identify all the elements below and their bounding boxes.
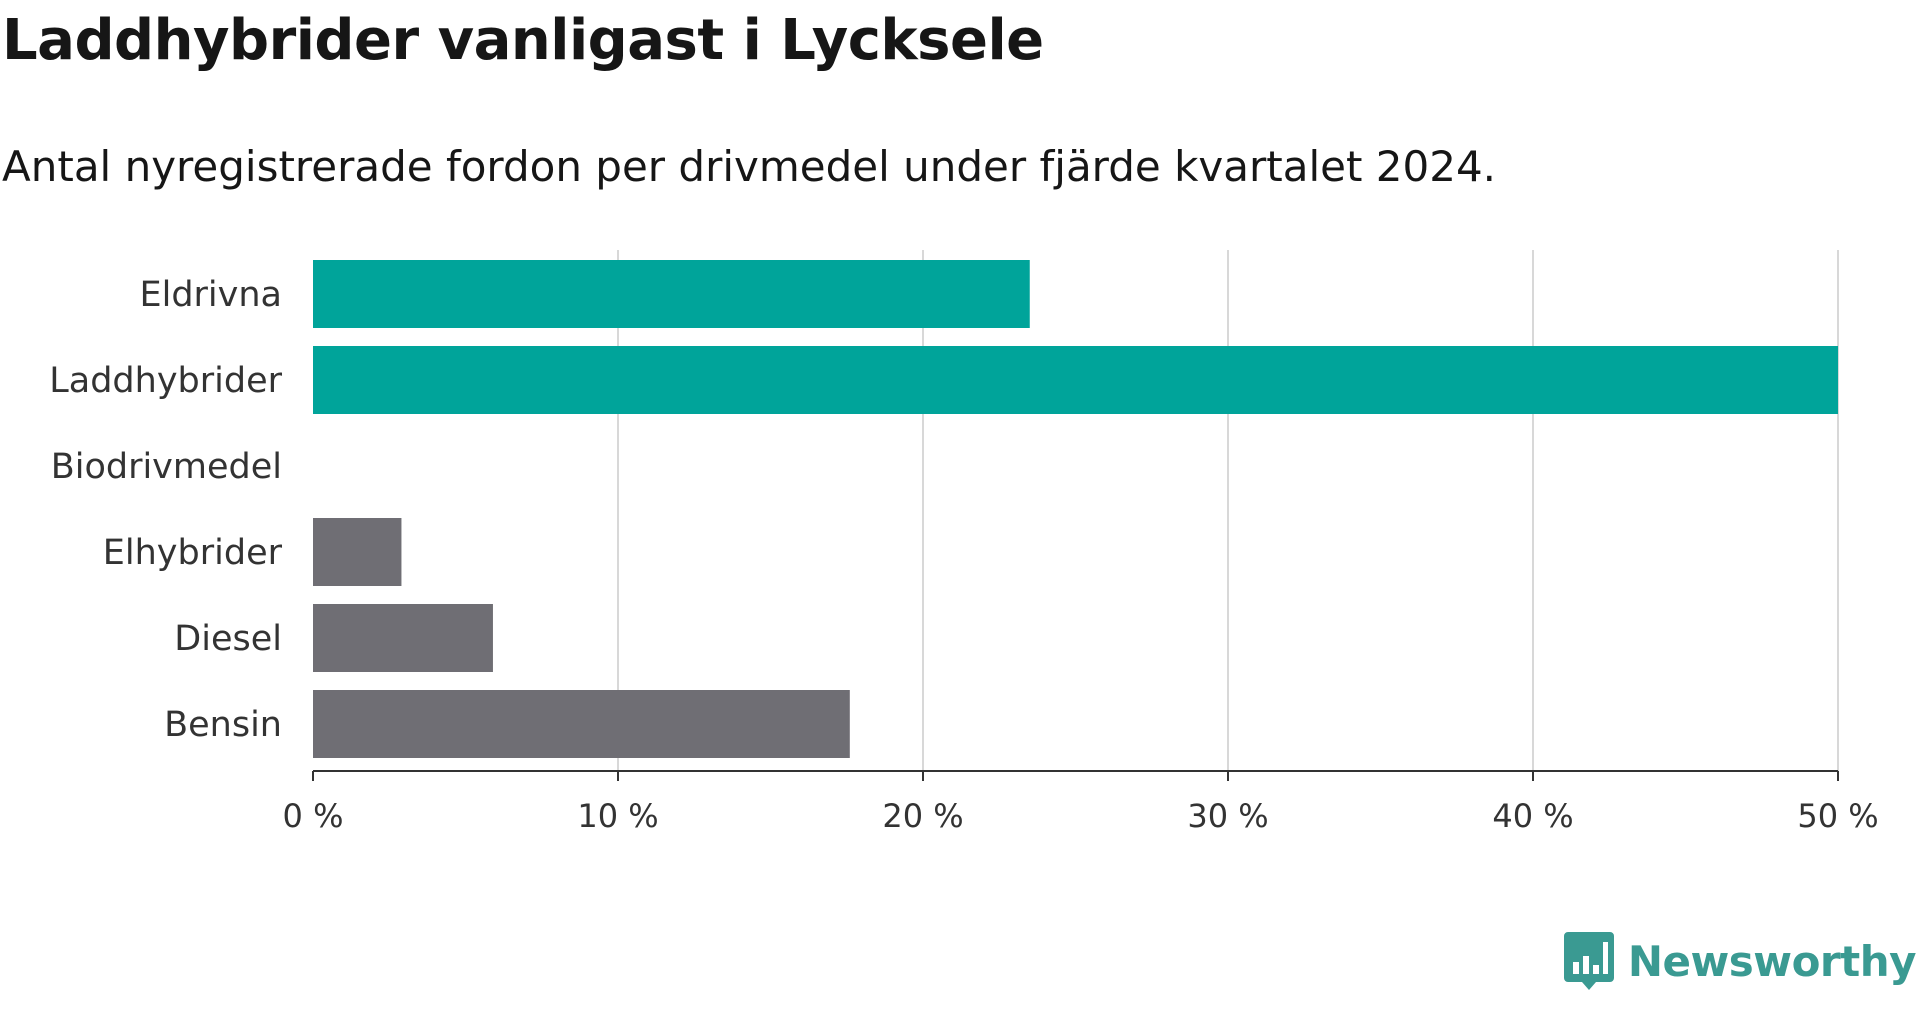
bar-chart-speech-bubble-icon (1563, 932, 1614, 990)
chart-subtitle: Antal nyregistrerade fordon per drivmede… (2, 142, 1497, 191)
category-label: Biodrivmedel (51, 447, 282, 487)
chart-title: Laddhybrider vanligast i Lycksele (2, 8, 1044, 73)
category-label: Laddhybrider (49, 361, 282, 401)
brand-name: Newsworthy (1627, 936, 1917, 986)
bar-chart: 0 % 10 % 20 % 30 % 40 % 50 % Eldrivna Laddhybr… (49, 250, 1879, 835)
bar-bensin (313, 690, 850, 758)
category-label: Elhybrider (103, 533, 283, 573)
bar-laddhybrider (313, 346, 1838, 414)
bars (313, 260, 1838, 758)
category-label: Bensin (164, 705, 282, 745)
gridlines (617, 250, 1839, 771)
category-label: Diesel (174, 619, 282, 659)
bar-elhybrider (313, 518, 402, 586)
brand-logo: Newsworthy (1563, 932, 1917, 990)
bar-eldrivna (313, 260, 1030, 328)
x-axis: 0 % 10 % 20 % 30 % 40 % 50 % (283, 770, 1879, 835)
x-tick-label: 30 % (1187, 797, 1268, 835)
x-tick-label: 0 % (283, 797, 344, 835)
category-label: Eldrivna (139, 275, 282, 315)
x-tick-label: 10 % (577, 797, 658, 835)
x-tick-label: 40 % (1492, 797, 1573, 835)
x-tick-label: 50 % (1797, 797, 1878, 835)
x-tick-label: 20 % (882, 797, 963, 835)
bar-diesel (313, 604, 493, 672)
category-labels: Eldrivna Laddhybrider Biodrivmedel Elhybrid… (49, 275, 282, 745)
